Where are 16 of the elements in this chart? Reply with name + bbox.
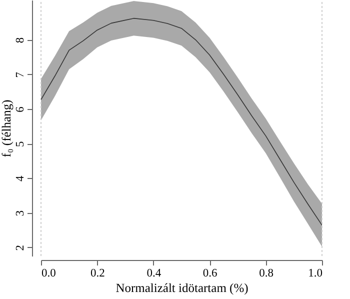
x-tick-label: 1.0 bbox=[308, 268, 323, 280]
x-tick-label: 0.4 bbox=[146, 268, 162, 280]
x-axis-title: Normalizált idötartam (%) bbox=[116, 281, 248, 295]
y-tick-label: 2 bbox=[14, 244, 26, 251]
y-tick-label: 4 bbox=[14, 176, 26, 182]
line-series bbox=[41, 18, 322, 226]
y-tick-label: 5 bbox=[14, 140, 26, 147]
y-tick-label: 7 bbox=[14, 72, 26, 78]
x-tick-label: 0.8 bbox=[259, 268, 274, 280]
y-tick-label: 6 bbox=[14, 106, 26, 112]
y-tick-label: 3 bbox=[14, 210, 26, 216]
x-tick-label: 0.0 bbox=[42, 268, 56, 280]
x-tick-label: 0.2 bbox=[90, 268, 106, 280]
y-axis-title: f₀ (félhang) bbox=[0, 100, 14, 158]
x-tick-label: 0.6 bbox=[202, 268, 218, 280]
y-tick-label: 8 bbox=[14, 37, 26, 44]
